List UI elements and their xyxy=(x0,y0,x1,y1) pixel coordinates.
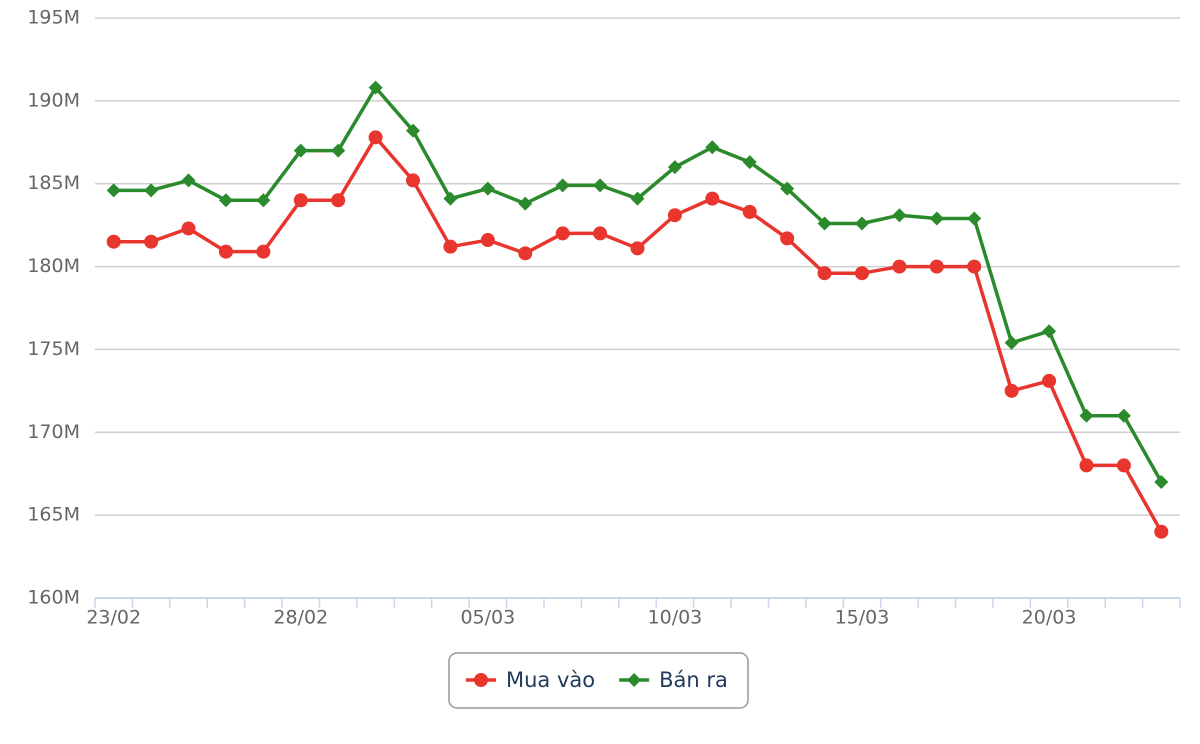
data-point xyxy=(630,191,645,206)
data-point xyxy=(780,231,795,246)
data-point xyxy=(1116,458,1131,473)
data-point xyxy=(817,216,832,231)
x-tick-label: 05/03 xyxy=(460,607,515,629)
legend-marker xyxy=(627,673,642,687)
data-point xyxy=(144,234,159,249)
y-tick-label: 180M xyxy=(27,255,80,277)
data-point xyxy=(1079,408,1094,423)
data-point xyxy=(1004,383,1019,398)
data-point xyxy=(256,193,271,208)
data-point xyxy=(331,143,346,158)
data-point xyxy=(1154,475,1169,489)
y-tick-label: 195M xyxy=(27,7,80,29)
x-tick-label: 23/02 xyxy=(86,607,141,629)
data-point xyxy=(854,216,869,231)
legend-label: Mua vào xyxy=(506,668,595,692)
data-point xyxy=(293,143,308,158)
series-line xyxy=(113,85,1163,483)
data-point xyxy=(480,181,495,196)
data-point xyxy=(518,246,533,261)
data-point xyxy=(1154,524,1169,539)
data-point xyxy=(817,266,832,281)
x-tick-label: 10/03 xyxy=(648,607,703,629)
y-tick-label: 170M xyxy=(27,421,80,443)
data-point xyxy=(892,208,907,223)
data-point xyxy=(967,211,982,226)
data-point xyxy=(331,193,346,208)
data-point xyxy=(555,226,570,241)
x-tick-label: 20/03 xyxy=(1022,607,1077,629)
y-tick-label: 190M xyxy=(27,89,80,111)
data-point xyxy=(1042,373,1057,388)
y-tick-label: 185M xyxy=(27,172,80,194)
data-point xyxy=(1004,335,1019,350)
data-point xyxy=(218,244,233,259)
data-point xyxy=(368,80,383,95)
data-point xyxy=(929,211,944,226)
data-point xyxy=(406,123,421,138)
data-point xyxy=(1116,408,1131,423)
data-point xyxy=(892,259,907,274)
data-point xyxy=(406,173,421,188)
data-point xyxy=(705,140,720,155)
data-point xyxy=(293,193,308,208)
data-point xyxy=(443,239,458,254)
data-point xyxy=(1079,458,1094,473)
data-point xyxy=(630,241,645,256)
data-point xyxy=(742,204,757,219)
data-point xyxy=(256,244,271,259)
y-tick-label: 160M xyxy=(27,587,80,609)
data-point xyxy=(705,191,720,206)
data-point xyxy=(106,234,121,249)
data-point xyxy=(593,226,608,241)
data-point xyxy=(181,221,196,236)
legend: Mua vào Bán ra xyxy=(448,652,749,709)
data-point xyxy=(443,191,458,206)
data-point xyxy=(480,233,495,248)
data-point xyxy=(929,259,944,274)
data-point xyxy=(593,178,608,193)
data-point xyxy=(1042,324,1057,339)
data-point xyxy=(368,130,383,145)
y-tick-label: 165M xyxy=(27,504,80,526)
data-point xyxy=(181,173,196,188)
data-point xyxy=(667,208,682,223)
data-point xyxy=(667,160,682,175)
data-point xyxy=(555,178,570,193)
data-point xyxy=(218,193,233,208)
data-point xyxy=(144,183,159,198)
x-tick-label: 15/03 xyxy=(835,607,890,629)
data-point xyxy=(967,259,982,274)
data-point xyxy=(106,183,121,198)
legend-box xyxy=(448,652,749,709)
y-tick-label: 175M xyxy=(27,338,80,360)
data-point xyxy=(742,155,757,170)
x-tick-label: 28/02 xyxy=(273,607,328,629)
legend-marker xyxy=(474,673,488,687)
legend-label: Bán ra xyxy=(659,668,728,692)
data-point xyxy=(854,266,869,281)
data-point xyxy=(518,196,533,211)
data-point xyxy=(780,181,795,196)
